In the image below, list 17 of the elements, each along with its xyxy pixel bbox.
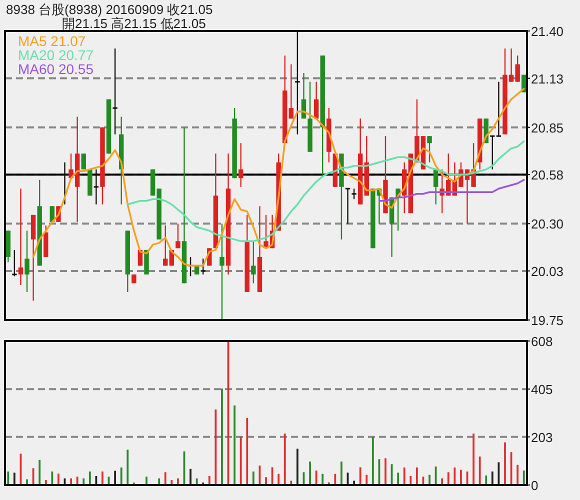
y-tick-label: 608 (531, 334, 553, 349)
chart-subtitle: 開21.15 高21.15 低21.05 (62, 16, 206, 31)
y-tick-label: 21.13 (531, 71, 564, 86)
line-series (378, 178, 525, 202)
y-tick-label: 20.58 (531, 168, 564, 183)
y-tick-label: 20.30 (531, 216, 564, 232)
y-tick-label: 405 (531, 382, 553, 398)
y-tick-label: 21.40 (531, 24, 564, 39)
text: MA20 20.77 (18, 47, 94, 63)
chart-title: 8938 台股(8938) 20160909 收21.05 (6, 2, 213, 17)
text: MA5 21.07 (18, 33, 86, 49)
y-tick-label: 0 (531, 478, 538, 493)
y-tick-label: 20.03 (531, 264, 564, 279)
y-tick-label: 19.75 (531, 313, 564, 328)
y-tick-label: 203 (531, 430, 553, 445)
y-tick-label: 20.85 (531, 120, 564, 136)
text: MA60 20.55 (18, 61, 94, 77)
